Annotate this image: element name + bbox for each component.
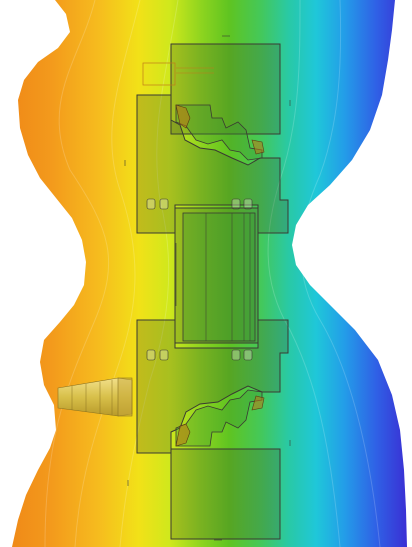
lower-glazing-bead — [175, 389, 263, 447]
label-marker — [142, 62, 176, 86]
lower-seal-right — [251, 395, 265, 411]
lower-sash-body — [170, 448, 281, 540]
center-mullion — [174, 207, 259, 344]
upper-seal-right — [251, 139, 265, 155]
dimension-marks — [124, 35, 291, 541]
lower-seal — [175, 423, 191, 447]
lower-frame — [136, 319, 289, 540]
screw-anchor-icon — [57, 377, 133, 417]
upper-frame — [136, 43, 289, 234]
upper-frame-profile — [136, 94, 289, 234]
lower-chambers — [146, 349, 253, 361]
mullion-core — [182, 212, 256, 342]
upper-seal — [175, 104, 191, 129]
lower-frame-profile — [136, 319, 289, 454]
upper-sash-body — [170, 43, 281, 135]
upper-glazing-bead — [175, 104, 263, 161]
isotherm-lines — [44, 0, 381, 547]
upper-chambers — [146, 198, 253, 210]
